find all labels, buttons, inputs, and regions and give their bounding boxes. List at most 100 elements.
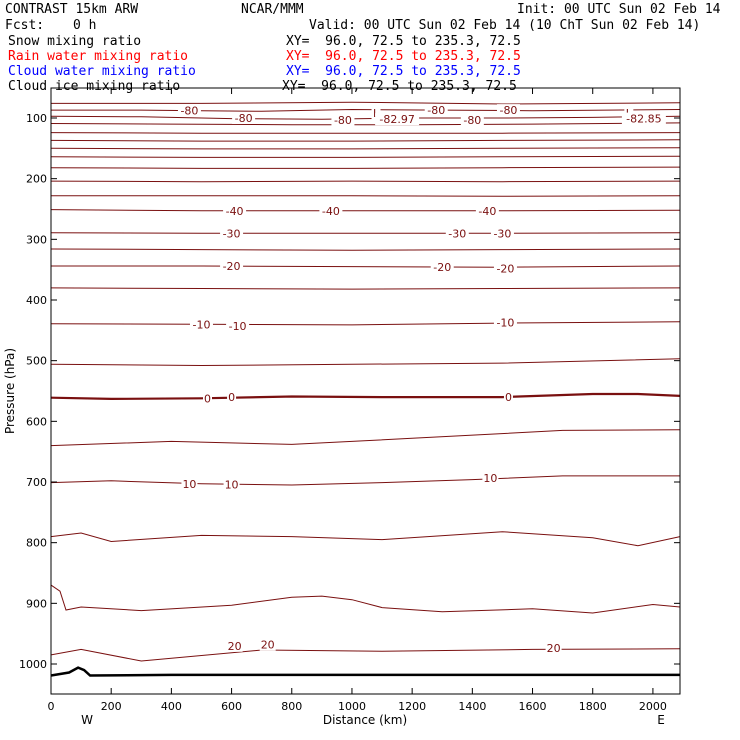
contour-label-bg (460, 113, 484, 126)
contour-label: -30 (493, 227, 511, 240)
isotherm-line (50, 155, 681, 158)
contour-label-bg (223, 478, 240, 491)
contour-label: -80 (463, 114, 481, 127)
isotherm-line--80 (50, 115, 681, 120)
contour-label-bg (475, 204, 499, 217)
field-cloudice-xy: XY= 96.0, 72.5 to 235.3, 72.5 (282, 79, 517, 94)
isotherm-line (50, 248, 681, 251)
field-cloudice-name: Cloud ice mixing ratio (8, 79, 181, 94)
contour-label: -82.85 (626, 113, 661, 126)
contour-label-bg (223, 204, 247, 217)
x-tick-label: 1400 (458, 700, 486, 713)
y-tick-label: 1000 (19, 658, 47, 671)
contour-label-bg (202, 392, 212, 405)
plot-frame (50, 87, 681, 695)
init-time: Init: 00 UTC Sun 02 Feb 14 (517, 2, 721, 17)
contour-label-bg (490, 227, 514, 240)
contour-label-bg (371, 107, 381, 120)
y-axis-title: Pressure (hPa) (3, 348, 17, 434)
contour-label-bg (232, 112, 256, 124)
model-title: CONTRAST 15km ARW (5, 2, 139, 17)
x-tick-label: 1000 (338, 700, 366, 713)
contour-label: -30 (223, 227, 241, 240)
x-axis: 0 200 400 600 800 1000 1200 1400 1600 1800 2000 (48, 88, 667, 713)
contour-label: -40 (478, 205, 496, 218)
contour-label: -20 (496, 262, 514, 275)
contour-label-bg (430, 261, 454, 274)
contour-label: -10 (229, 320, 247, 333)
field-cloudwater-name: Cloud water mixing ratio (8, 64, 196, 79)
field-snow-xy: XY= 96.0, 72.5 to 235.3, 72.5 (286, 34, 521, 49)
contour-label-bg (226, 639, 243, 652)
contour-label: 10 (182, 478, 196, 491)
contour-label: -80 (427, 104, 445, 117)
contour-label-bg (259, 638, 276, 651)
valid-time: Valid: 00 UTC Sun 02 Feb 14 (10 ChT Sun … (309, 18, 701, 33)
isotherm-line (50, 648, 681, 662)
contour-label: -80 (235, 112, 253, 125)
contour-label-bg (319, 204, 343, 217)
isotherm-line (50, 147, 681, 150)
contour-label-bg (177, 104, 201, 117)
contour-label: -20 (433, 261, 451, 274)
x-tick-label: 800 (281, 700, 302, 713)
x-tick-label: 2000 (639, 700, 667, 713)
x-tick-label: 1200 (398, 700, 426, 713)
field-cloudwater-xy: XY= 96.0, 72.5 to 235.3, 72.5 (286, 64, 521, 79)
isotherm-line-0 (50, 392, 681, 401)
contour-label-bg (189, 318, 213, 331)
model-center: NCAR/MMM (241, 2, 304, 17)
contour-label: -10 (496, 316, 514, 329)
contour-label: -20 (223, 260, 241, 273)
isotherm-line--40 (50, 209, 681, 212)
contour-label-bg (331, 113, 355, 126)
fcst-label: Fcst: (5, 18, 45, 33)
y-tick-label: 100 (26, 112, 47, 125)
isotherm-line (50, 166, 681, 169)
field-rain-name: Rain water mixing ratio (8, 49, 189, 64)
contour-label: -30 (448, 227, 466, 240)
isotherm-line--30 (50, 232, 681, 234)
isotherm-line--10 (50, 321, 681, 326)
contour-label-bg (424, 104, 448, 117)
isotherm-line--80 (51, 108, 681, 112)
field-rain-xy: XY= 96.0, 72.5 to 235.3, 72.5 (286, 49, 521, 64)
x-tick-label: 600 (221, 700, 242, 713)
contour-label-bg (227, 391, 237, 404)
isotherm-line--20 (51, 265, 681, 268)
contour-label: 20 (228, 640, 242, 653)
isotherm-line (50, 139, 681, 142)
y-tick-label: 800 (26, 537, 47, 550)
contour-label: 0 (228, 391, 235, 404)
west-endpoint-label: W (81, 713, 93, 727)
x-tick-label: 400 (161, 700, 182, 713)
contour-label: -82.97 (379, 113, 414, 126)
fcst-value: 0 h (73, 18, 97, 33)
y-tick-label: 400 (26, 294, 47, 307)
x-tick-label: 1600 (519, 700, 547, 713)
contour-label: 10 (225, 478, 239, 491)
x-axis-title: Distance (km) (323, 713, 407, 727)
contour-label-bg (496, 104, 520, 117)
isotherm-line (51, 195, 681, 197)
contour-label: -80 (180, 105, 198, 118)
x-tick-label: 1800 (579, 700, 607, 713)
isotherm-line (50, 132, 681, 134)
contour-label-bg (181, 477, 198, 490)
contour-label: 20 (547, 642, 561, 655)
contour-label-bg (220, 227, 244, 240)
contour-labels: -80-80-80L-82.97-80-80-80L-82.85-40-40-4… (177, 104, 666, 655)
contour-label-bg (375, 113, 420, 126)
isotherm-line-10 (50, 475, 680, 486)
contour-label: 0 (505, 391, 512, 404)
isotherm-line--80 (51, 101, 681, 105)
isotherm-line (50, 358, 681, 367)
contour-label-bg (503, 391, 513, 404)
isotherm-line (50, 180, 681, 183)
contour-label: -80 (334, 114, 352, 127)
x-tick-label: 200 (101, 700, 122, 713)
field-snow-name: Snow mixing ratio (8, 34, 142, 49)
contour-label: 0 (204, 392, 211, 405)
y-tick-label: 900 (26, 597, 47, 610)
